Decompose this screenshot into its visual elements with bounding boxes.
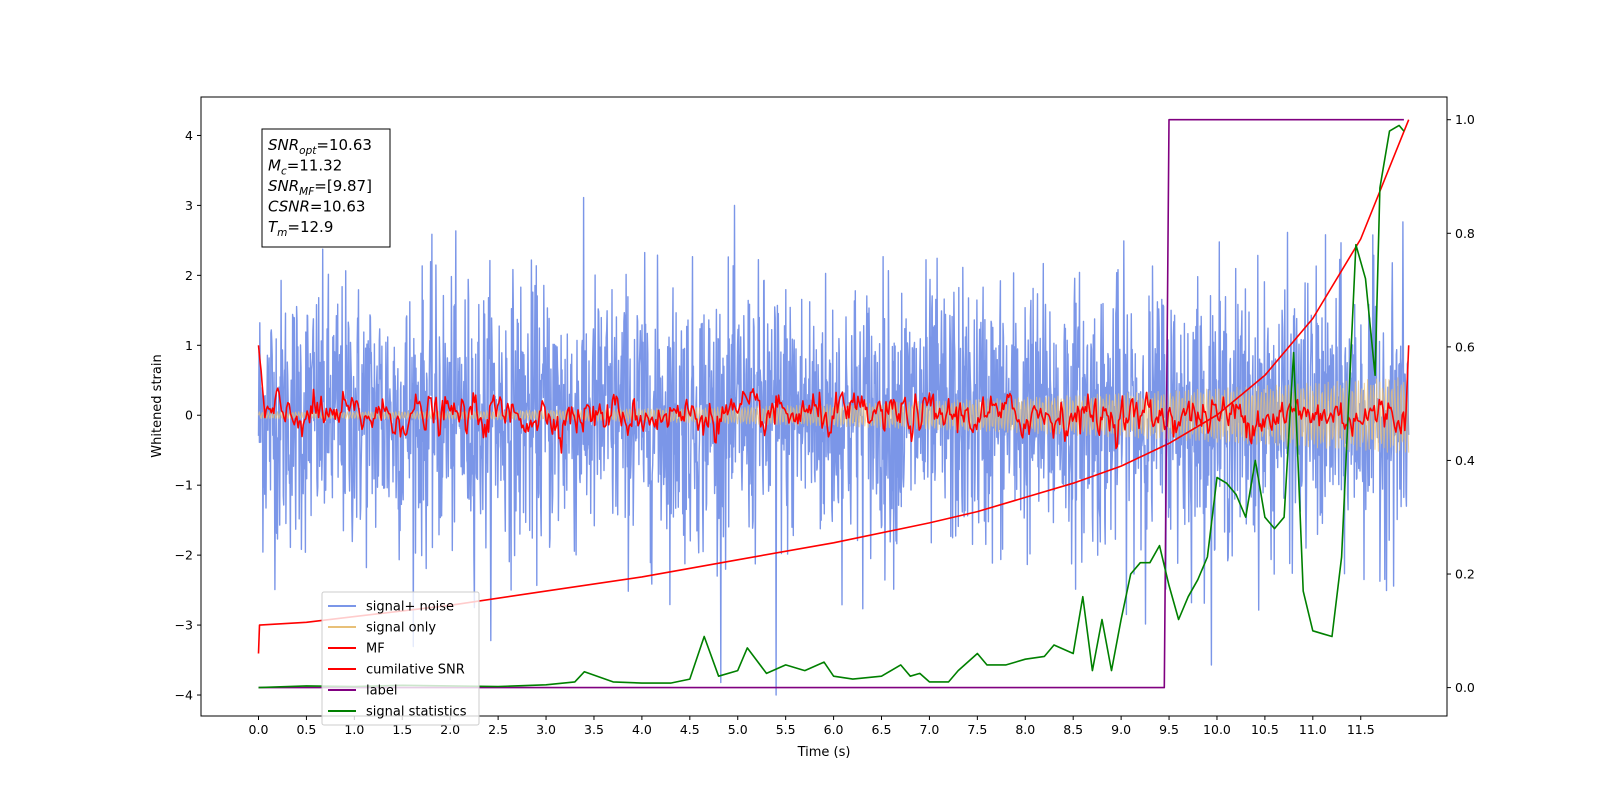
x-tick-label: 0.0 [249,722,269,737]
x-tick-label: 10.5 [1251,722,1279,737]
annotation-frame [261,128,391,248]
x-tick-label: 3.5 [584,722,604,737]
x-tick-label: 11.0 [1299,722,1327,737]
x-tick-label: 5.0 [728,722,748,737]
x-tick-label: 5.5 [776,722,796,737]
y2-tick-label: 1.0 [1455,112,1475,127]
legend-label: MF [366,642,385,657]
y-tick-label: −4 [175,688,193,703]
plot-frame [200,96,1448,717]
y2-tick-label: 0.8 [1455,226,1475,241]
x-tick-label: 7.5 [967,722,987,737]
annotation-line: Mc=11.32 [268,157,342,178]
y2-tick-label: 0.6 [1455,339,1475,354]
legend-label: signal+ noise [366,600,454,615]
x-tick-label: 6.0 [824,722,844,737]
series-line-signal-statistics [258,124,1405,689]
legend-label: cumilative SNR [366,663,465,678]
legend-frame [321,591,480,726]
x-tick-label: 8.0 [1015,722,1035,737]
y2-tick-label: 0.0 [1455,680,1475,695]
series-line-signal-only [258,376,1410,454]
x-tick-label: 3.0 [536,722,556,737]
y-tick-label: −3 [175,618,193,633]
legend-label: label [366,684,397,699]
y-tick-label: −1 [175,478,193,493]
y2-tick-label: 0.2 [1455,567,1475,582]
y-tick-label: −2 [175,548,193,563]
y-tick-label: 0 [185,408,193,423]
y-tick-label: 4 [185,128,193,143]
x-tick-label: 2.5 [488,722,508,737]
annotation-line: SNRopt=10.63 [268,136,372,157]
x-tick-label: 8.5 [1063,722,1083,737]
x-tick-label: 6.5 [872,722,892,737]
x-tick-label: 9.5 [1159,722,1179,737]
x-tick-label: 0.5 [296,722,316,737]
axes-layer: 0.0 0.5 1.0 1.5 2.0 2.5 3.0 3.5 4.0 4.5 5.0 5.5 6.0 6… [175,112,1475,737]
legend-label: signal statistics [366,705,467,720]
y-tick-label: 1 [185,338,193,353]
y-tick-label: 3 [185,198,193,213]
x-tick-label: 2.0 [440,722,460,737]
legend-label: signal only [366,621,436,636]
x-tick-label: 7.0 [919,722,939,737]
x-tick-label: 10.0 [1203,722,1231,737]
annotation-box: SNRopt=10.63Mc=11.32SNRMF=[9.87]CSNR=10.… [261,128,391,248]
y2-tick-label: 0.4 [1455,453,1475,468]
series-line-label [258,118,1404,689]
x-tick-label: 4.5 [680,722,700,737]
y-tick-label: 2 [185,268,193,283]
annotation-line: CSNR=10.63 [268,198,365,216]
x-tick-label: 4.0 [632,722,652,737]
x-tick-label: 1.5 [392,722,412,737]
legend: signal+ noise signal only MF cumilative SNR… [321,591,480,726]
x-axis-label: Time (s) [797,745,851,760]
annotation-line: SNRMF=[9.87] [268,177,372,198]
x-tick-label: 11.5 [1347,722,1375,737]
x-tick-label: 9.0 [1111,722,1131,737]
annotation-line: Tm=12.9 [268,218,333,239]
x-tick-label: 1.0 [344,722,364,737]
y-axis-label: Whitened strain [150,354,165,457]
